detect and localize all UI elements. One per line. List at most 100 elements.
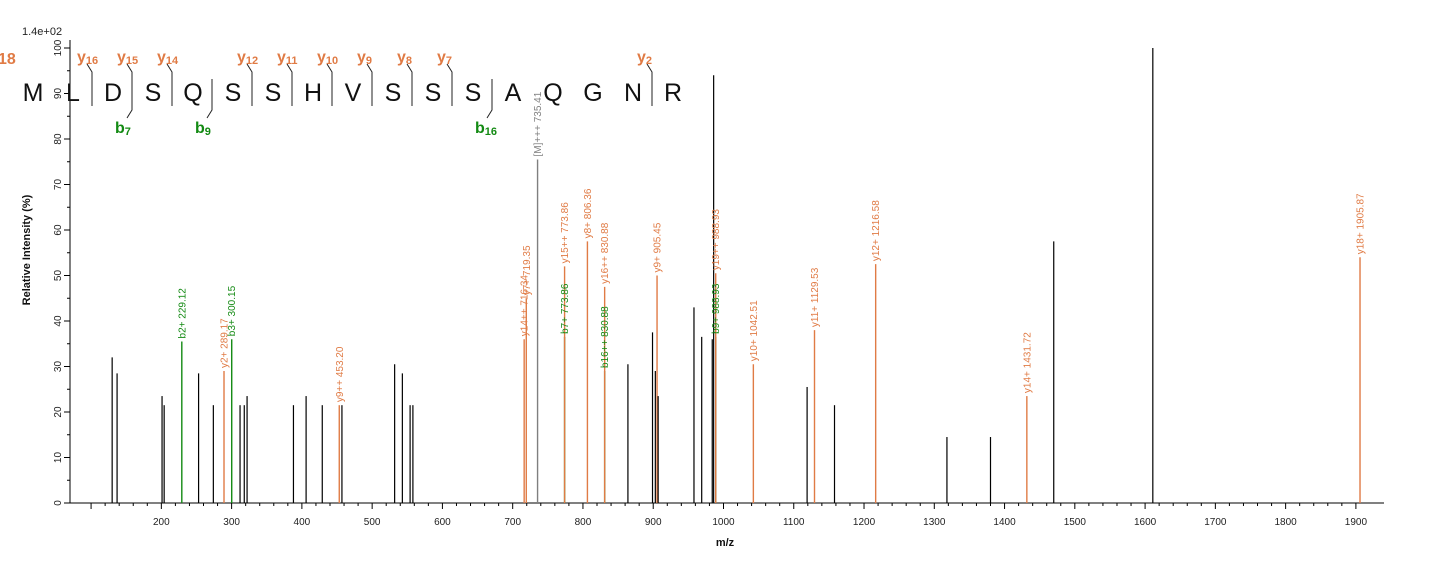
sequence-residue: G <box>583 79 602 107</box>
y-tick-label: 30 <box>53 361 64 373</box>
y-fragment-index: 15 <box>126 55 138 67</box>
y-fragment-label: y7 <box>437 49 452 67</box>
x-tick-label: 500 <box>364 517 381 528</box>
y-fragment-marker <box>286 63 293 106</box>
partial-fragment-label: 18 <box>0 51 16 68</box>
b-fragment-index: 7 <box>125 126 131 138</box>
y-tick-label: 80 <box>53 133 64 145</box>
sequence-residue: H <box>304 79 322 107</box>
y-fragment-label: y16 <box>77 49 98 67</box>
y-tick-label: 70 <box>53 179 64 191</box>
y-fragment-index: 11 <box>286 55 298 67</box>
sequence-residue: R <box>664 79 682 107</box>
peak-label: y14++ 716.34 <box>520 275 531 337</box>
y-fragment-label: y14 <box>157 49 179 67</box>
peak-label: b2+ 229.12 <box>177 288 188 339</box>
peak-label: y12+ 1216.58 <box>871 200 882 261</box>
y-fragment-marker <box>646 63 653 106</box>
y-fragment-index: 7 <box>446 55 452 67</box>
axes <box>69 40 1384 504</box>
peak-label: y16++ 830.88 <box>600 222 611 284</box>
b-fragment-marker <box>126 79 133 119</box>
peak-label: y10+ 1042.51 <box>749 300 760 361</box>
y-tick-label: 20 <box>53 406 64 418</box>
x-tick-label: 1600 <box>1134 517 1157 528</box>
x-tick-label: 400 <box>294 517 311 528</box>
sequence-residue: D <box>104 79 122 107</box>
sequence-residue: Q <box>183 79 202 107</box>
peak-label: b3+ 300.15 <box>227 285 238 336</box>
y-tick-label: 100 <box>53 39 64 56</box>
peak-label: y2+ 289.17 <box>220 318 231 368</box>
x-tick-label: 1800 <box>1275 517 1298 528</box>
y-fragment-label: y8 <box>397 49 412 67</box>
x-tick-label: 700 <box>504 517 521 528</box>
y-fragment-marker <box>326 63 333 106</box>
y-fragment-label: y12 <box>237 49 258 67</box>
peak-label: y15++ 773.86 <box>560 202 571 264</box>
sequence-residue: L <box>66 79 80 107</box>
sequence-residue: V <box>345 79 362 107</box>
b-fragment-index: 9 <box>205 126 211 138</box>
y-fragment-index: 12 <box>246 55 258 67</box>
peak-label: y18+ 1905.87 <box>1356 193 1367 254</box>
peak-label: y11+ 1129.53 <box>810 267 821 327</box>
b-fragment-label: b7 <box>115 120 131 138</box>
x-tick-label: 1100 <box>783 517 805 528</box>
peak-label: b7+ 773.86 <box>560 283 571 334</box>
sequence-residue: S <box>265 79 282 107</box>
y-fragment-index: 8 <box>406 55 412 67</box>
x-tick-label: 1300 <box>923 517 946 528</box>
b-fragment-label: b16 <box>475 120 497 138</box>
sequence-residue: S <box>145 79 162 107</box>
y-fragment-marker <box>406 63 413 106</box>
peak-label: y9++ 453.20 <box>335 346 346 402</box>
sequence-residue: S <box>225 79 242 107</box>
sequence-residue: M <box>23 79 44 107</box>
y-tick-label: 10 <box>53 452 64 464</box>
sequence-residue: A <box>505 79 522 107</box>
peak-label: y14+ 1431.72 <box>1022 332 1033 393</box>
sequence-residue: S <box>465 79 482 107</box>
y-fragment-marker <box>246 63 253 106</box>
b-fragment-index: 16 <box>485 126 497 138</box>
peak-label: y19++ 988.93 <box>711 209 722 271</box>
y-tick-label: 0 <box>53 500 64 506</box>
x-tick-label: 800 <box>575 517 592 528</box>
x-tick-label: 1900 <box>1345 517 1368 528</box>
x-tick-label: 300 <box>223 517 240 528</box>
x-tick-label: 1400 <box>993 517 1016 528</box>
x-tick-label: 200 <box>153 517 170 528</box>
peak-label: b16++ 830.88 <box>600 306 611 368</box>
x-axis-title: m/z <box>716 537 735 549</box>
peak-label: [M]+++ 735.41 <box>533 91 544 156</box>
y-tick-label: 90 <box>53 88 64 100</box>
sequence-residue: S <box>425 79 442 107</box>
sequence-residue: S <box>385 79 402 107</box>
y-fragment-index: 16 <box>86 55 98 67</box>
y-fragment-marker <box>366 63 373 106</box>
peak-label: b9+ 988.93 <box>711 283 722 334</box>
peak-label: y9+ 905.45 <box>653 222 664 272</box>
y-fragment-marker <box>126 63 133 106</box>
y-fragment-marker <box>166 63 173 106</box>
peak-label: y7+ 719.35 <box>522 245 533 295</box>
y-fragment-label: y15 <box>117 49 138 67</box>
x-tick-label: 1000 <box>712 517 735 528</box>
y-fragment-index: 10 <box>326 55 338 67</box>
peaks <box>111 48 1361 503</box>
y-tick-label: 50 <box>53 270 64 282</box>
y-tick-label: 60 <box>53 224 64 236</box>
y-fragment-index: 9 <box>366 55 372 67</box>
b-fragment-marker <box>206 79 213 119</box>
x-tick-label: 900 <box>645 517 662 528</box>
x-tick-label: 1500 <box>1064 517 1087 528</box>
y-fragment-label: y11 <box>277 49 298 67</box>
y-fragment-label: y2 <box>637 49 652 67</box>
y-fragment-marker <box>86 63 93 106</box>
sequence-residue: N <box>624 79 642 107</box>
b-fragment-marker <box>486 79 493 119</box>
